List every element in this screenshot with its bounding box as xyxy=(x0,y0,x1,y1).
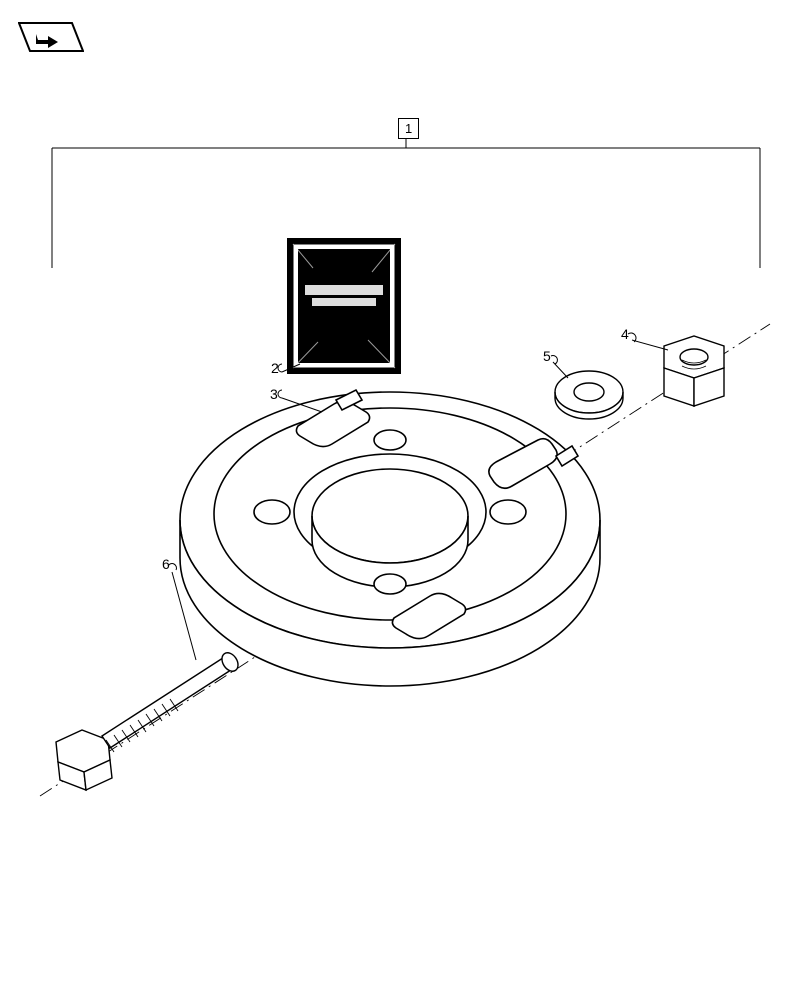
callout-3: 3 xyxy=(270,386,278,402)
callout-1: 1 xyxy=(398,118,419,139)
part-washer xyxy=(555,371,623,419)
leader-4 xyxy=(628,333,668,350)
callout-6: 6 xyxy=(162,556,170,572)
diagram-page: 1 2 3 4 5 6 xyxy=(0,0,812,1000)
assembly-drawing xyxy=(0,0,812,1000)
part-nut xyxy=(664,336,724,406)
callout-4: 4 xyxy=(621,326,629,342)
callout-2: 2 xyxy=(271,360,279,376)
part-weight-disc xyxy=(180,390,600,686)
part-bolt xyxy=(56,650,241,790)
leader-5 xyxy=(551,356,568,378)
bracket-callout-1 xyxy=(52,138,760,268)
callout-5: 5 xyxy=(543,348,551,364)
part-manual xyxy=(287,238,401,374)
